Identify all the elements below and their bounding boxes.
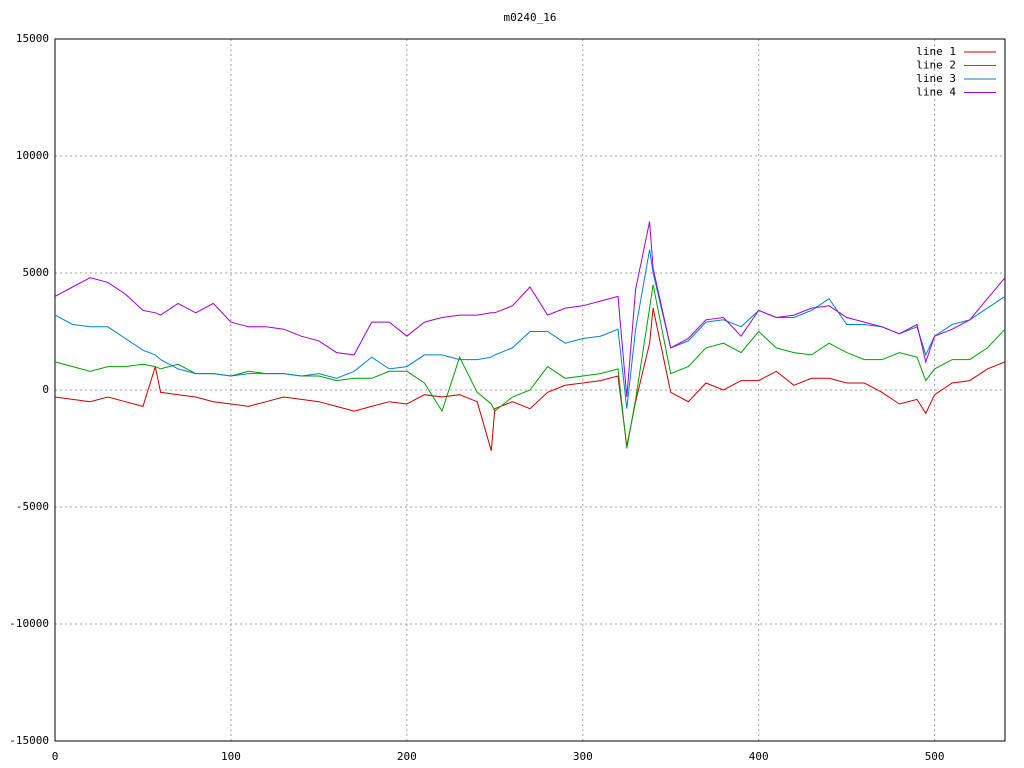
chart-title: m0240_16 xyxy=(504,11,557,24)
x-tick-label: 0 xyxy=(52,750,59,763)
y-tick-label: 10000 xyxy=(16,149,49,162)
x-tick-label: 300 xyxy=(573,750,593,763)
series-line xyxy=(54,307,1006,451)
y-tick-label: -5000 xyxy=(16,500,49,513)
y-tick-label: 0 xyxy=(42,383,49,396)
x-tick-label: 200 xyxy=(397,750,417,763)
series-line xyxy=(54,221,1006,398)
plot-frame xyxy=(54,38,1006,742)
legend-label: line 2 xyxy=(916,59,956,72)
legend-label: line 4 xyxy=(916,86,956,99)
series-line xyxy=(54,249,1006,409)
x-tick-label: 400 xyxy=(749,750,769,763)
legend-label: line 1 xyxy=(916,45,956,58)
y-tick-label: 15000 xyxy=(16,32,49,45)
y-tick-label: 5000 xyxy=(23,266,50,279)
legend-label: line 3 xyxy=(916,72,956,85)
y-tick-label: -10000 xyxy=(9,617,49,630)
y-tick-label: -15000 xyxy=(9,734,49,747)
x-tick-label: 100 xyxy=(221,750,241,763)
x-tick-label: 500 xyxy=(925,750,945,763)
